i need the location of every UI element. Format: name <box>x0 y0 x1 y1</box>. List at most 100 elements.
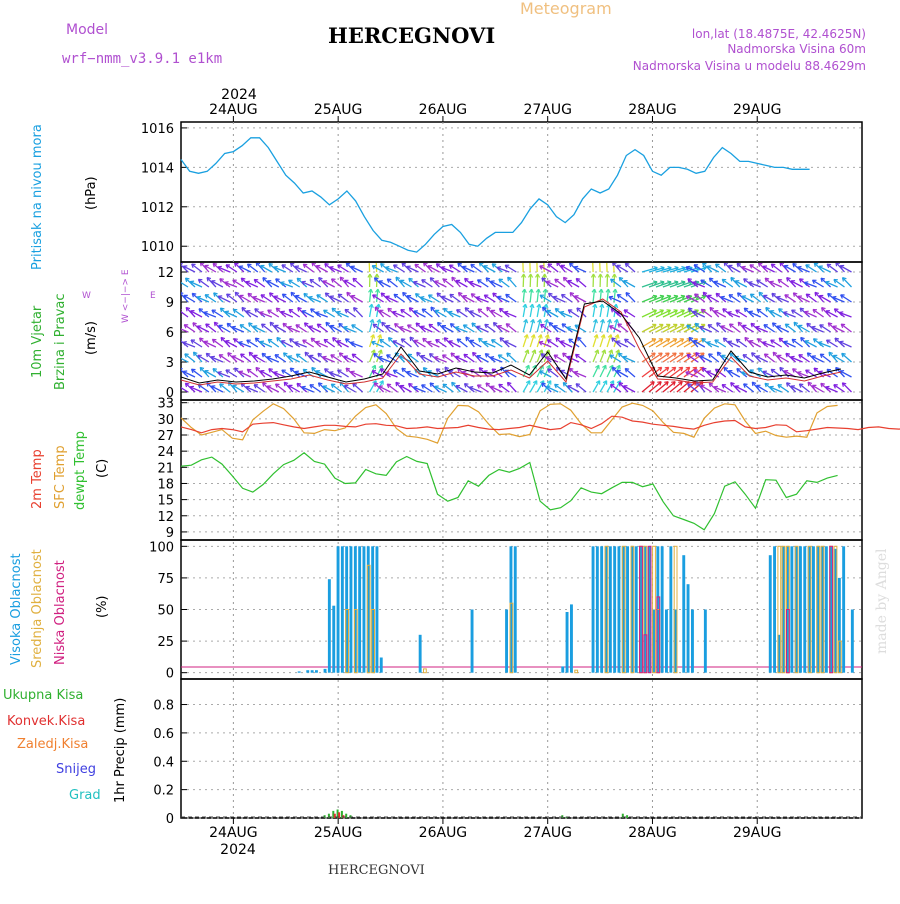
wind-arrow <box>656 382 668 392</box>
wind-arrow <box>649 353 662 362</box>
cloud-bar-high <box>618 546 621 672</box>
dewpt-label: dewpt Temp <box>73 431 88 510</box>
cloud-bar-high <box>812 546 815 672</box>
footer-station: HERCEGNOVI <box>328 863 425 878</box>
cloud-bar-high <box>691 610 694 673</box>
cloud-bar-high <box>311 670 314 673</box>
wind-arrow <box>593 259 594 272</box>
y-tick-label: 0 <box>166 812 174 827</box>
cloud-bar-high <box>332 606 335 673</box>
y-tick-label: 75 <box>157 572 174 587</box>
wind-arrow-head <box>170 341 174 345</box>
cloud-bar-high <box>635 546 638 672</box>
cloud-panel: Visoka Oblacnost Srednja Oblacnost Niska… <box>9 540 862 681</box>
y-tick-label: 12 <box>157 266 174 281</box>
y-tick-label: 50 <box>157 604 174 619</box>
y-tick-label: 1010 <box>141 240 174 255</box>
wind-arrow <box>656 339 670 347</box>
mid-cloud-label: Srednja Oblacnost <box>30 549 45 668</box>
wind-arrow <box>600 259 601 272</box>
precip-legend-snow: Snijeg <box>56 762 96 777</box>
wind-arrow <box>663 339 677 347</box>
y-tick-label: 33 <box>157 397 174 412</box>
bottom-date-label: 26AUG <box>419 825 468 841</box>
wind-compass-e: E <box>150 291 156 301</box>
low-cloud-label: Niska Oblacnost <box>53 560 68 665</box>
wind-arrow <box>508 277 517 287</box>
y-tick-label: 24 <box>157 445 174 460</box>
pressure-panel: Pritisak na nivou mora (hPa) 10101012101… <box>30 122 810 270</box>
pressure-unit: (hPa) <box>84 176 99 210</box>
cloud-bar-high <box>803 546 806 672</box>
model-label: Model <box>66 22 108 38</box>
wind-arrow <box>670 367 683 377</box>
wind-label-2: Brzina i Pravac <box>53 293 68 390</box>
y-tick-label: 9 <box>166 526 174 541</box>
wind-arrow <box>670 382 682 392</box>
cloud-bar-mid <box>424 669 427 673</box>
cloud-bar-high <box>505 610 508 673</box>
bottom-date-label: 28AUG <box>628 825 677 841</box>
y-tick-label: 21 <box>157 461 174 476</box>
precip-bar <box>626 815 628 818</box>
wind-arrow <box>663 353 676 362</box>
cloud-bars <box>298 546 854 672</box>
wind-arrow <box>544 259 545 272</box>
credit-watermark: made by Angel <box>874 548 890 654</box>
wind-arrow <box>663 367 676 377</box>
page-title: HERCEGNOVI <box>328 23 495 48</box>
cloud-bar-high <box>596 546 599 672</box>
precip-legend-freezing: Zaledj.Kisa <box>17 737 88 752</box>
wind-compass-w: W <box>82 291 91 301</box>
cloud-bar-high <box>419 635 422 673</box>
y-tick-label: 1012 <box>141 201 174 216</box>
wind-arrow <box>369 259 370 272</box>
precip-tick-labels: 00.20.40.60.8 <box>153 699 187 827</box>
wind-arrow <box>614 274 615 287</box>
wind-arrow <box>842 383 851 392</box>
wind-arrow <box>642 325 656 333</box>
cloud-bar-high <box>341 546 344 672</box>
cloud-bar-high <box>561 666 564 672</box>
cloud-bar-high <box>687 584 690 673</box>
panel-frames <box>181 122 862 818</box>
wind-arrow <box>508 382 517 392</box>
y-tick-label: 0 <box>166 667 174 682</box>
wind-arrow <box>523 274 524 287</box>
t2m-label: 2m Temp <box>30 449 45 509</box>
cloud-bar-high <box>842 546 845 672</box>
wind-arrow <box>663 382 675 392</box>
wind-arrow <box>169 282 181 287</box>
cloud-bar-high <box>790 546 793 672</box>
cloud-bar-high <box>613 546 616 672</box>
cloud-unit: (%) <box>95 596 110 619</box>
precip-legend-total: Ukupna Kisa <box>3 688 83 703</box>
temperature-panel: 2m Temp SFC Temp dewpt Temp (C) 91215182… <box>30 397 900 541</box>
high-cloud-label: Visoka Oblacnost <box>9 553 24 665</box>
top-date-label: 24AUG <box>209 102 258 118</box>
top-date-label: 29AUG <box>733 102 782 118</box>
cloud-bar-high <box>704 610 707 673</box>
wind-arrow <box>578 337 587 347</box>
cloud-bar-high <box>363 546 366 672</box>
y-tick-label: 3 <box>166 356 174 371</box>
cloud-bar-high <box>825 546 828 672</box>
y-tick-label: 0.2 <box>153 784 174 799</box>
y-tick-label: 0.8 <box>153 699 174 714</box>
wind-arrow <box>626 293 635 302</box>
wind-arrow <box>843 278 852 287</box>
cloud-bar-high <box>298 671 301 672</box>
precip-panel: Ukupna Kisa Konvek.Kisa Zaledj.Kisa Snij… <box>3 688 862 827</box>
cloud-bar-high <box>773 546 776 672</box>
y-tick-label: 27 <box>157 429 174 444</box>
model-name: wrf−nmm_v3.9.1 e1km <box>62 51 222 67</box>
wind-arrow <box>169 312 181 318</box>
t2m-temp-line <box>181 416 900 433</box>
cloud-bar-high <box>600 546 603 672</box>
y-tick-label: 25 <box>157 635 174 650</box>
y-tick-label: 18 <box>157 477 174 492</box>
wind-arrow <box>170 341 181 347</box>
cloud-bar-high <box>570 604 573 672</box>
